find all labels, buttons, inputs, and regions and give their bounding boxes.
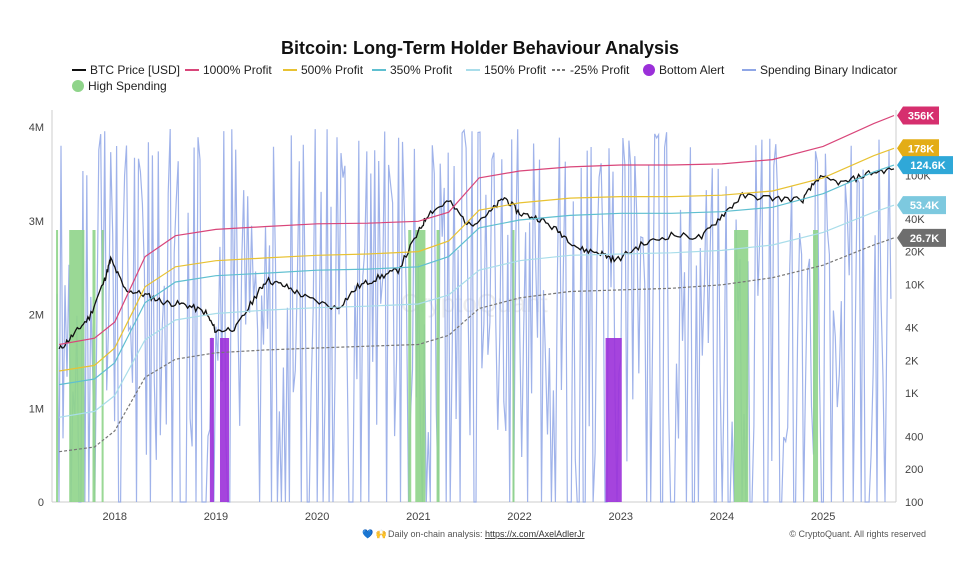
legend-item[interactable]: BTC Price [USD]	[72, 63, 180, 77]
badge-label: 356K	[908, 111, 934, 123]
legend-label: -25% Profit	[570, 63, 630, 77]
bottom-alert-bars	[209, 338, 622, 502]
y-right-tick-label: 4K	[905, 323, 919, 335]
bottom-alert-bar	[209, 338, 214, 502]
legend-item[interactable]: Spending Binary Indicator	[742, 63, 897, 77]
badge-shape	[897, 139, 939, 158]
y-right-tick-label: 10K	[905, 279, 925, 291]
x-tick-label: 2024	[710, 511, 734, 523]
badge-shape	[897, 228, 946, 247]
chart-lines	[58, 114, 895, 453]
x-tick-label: 2019	[204, 511, 228, 523]
legend-label: 1000% Profit	[203, 63, 272, 77]
chart-legend: BTC Price [USD] 1000% Profit 500% Profit 35…	[72, 63, 897, 93]
footer-link[interactable]: https://x.com/AxelAdlerJr	[485, 529, 585, 539]
footer-label: Daily on-chain analysis:	[388, 529, 485, 539]
badge-label: 124.6K	[910, 160, 946, 172]
chart-axes: 2018 2019 2020 2021 2022 2023 2024 2025 0 1M 2M 3M 4…	[29, 122, 932, 523]
footer-copyright: © CryptoQuant. All rights reserved	[789, 529, 926, 539]
y-right-tick-label: 1K	[905, 388, 919, 400]
high-spending-bar	[69, 230, 85, 502]
legend-item[interactable]: 150% Profit	[466, 63, 547, 77]
badge-label: 26.7K	[910, 233, 939, 245]
high-spending-bar	[813, 230, 819, 502]
chart-footer: 💙 🙌 Daily on-chain analysis: https://x.c…	[362, 529, 926, 539]
legend-item[interactable]: 1000% Profit	[185, 63, 272, 77]
y-left-tick-label: 2M	[29, 310, 44, 322]
y-right-tick-label: 100	[905, 497, 923, 509]
spending-binary-indicator-line	[56, 128, 892, 503]
badge-shape	[897, 106, 939, 125]
legend-label: Bottom Alert	[659, 63, 725, 77]
badge-shape	[897, 156, 953, 175]
value-badge: 26.7K	[897, 228, 946, 247]
value-badge: 356K	[897, 106, 939, 125]
y-left-tick-label: 0	[38, 497, 44, 509]
high-spending-bar	[56, 230, 59, 502]
legend-item[interactable]: -25% Profit	[552, 63, 630, 77]
legend-swatch	[643, 64, 655, 76]
legend-label: 350% Profit	[390, 63, 453, 77]
chart-title: Bitcoin: Long-Term Holder Behaviour Anal…	[281, 38, 679, 58]
y-right-tick-label: 200	[905, 464, 923, 476]
high-spending-bar	[512, 230, 515, 502]
legend-label: High Spending	[88, 79, 167, 93]
high-spending-bar	[408, 230, 412, 502]
y-right-tick-label: 20K	[905, 247, 925, 259]
high-spending-bar	[436, 230, 440, 502]
high-spending-bar	[101, 230, 104, 502]
legend-label: Spending Binary Indicator	[760, 63, 897, 77]
value-badge: 178K	[897, 139, 939, 158]
high-spending-bar	[415, 230, 426, 502]
series-line-1000-profit	[58, 114, 895, 346]
badge-shape	[897, 196, 946, 215]
high-spending-bar	[734, 230, 749, 502]
value-badges: 356K 178K 124.6K 53.4K 26.7K	[897, 106, 953, 247]
legend-item[interactable]: 350% Profit	[372, 63, 453, 77]
legend-item[interactable]: Bottom Alert	[643, 63, 725, 77]
value-badge: 53.4K	[897, 196, 946, 215]
y-right-tick-label: 40K	[905, 214, 925, 226]
y-right-tick-label: 2K	[905, 355, 919, 367]
x-tick-label: 2020	[305, 511, 329, 523]
x-tick-label: 2018	[103, 511, 127, 523]
series-line-btc-price-usd	[58, 167, 895, 350]
x-tick-label: 2021	[406, 511, 430, 523]
x-tick-label: 2022	[507, 511, 531, 523]
footer-left-text: Daily on-chain analysis: https://x.com/A…	[388, 529, 585, 539]
heart-hands-icon: 💙 🙌	[362, 529, 387, 539]
series-line-500-profit	[59, 147, 895, 372]
badge-label: 53.4K	[910, 200, 939, 212]
series-line-350-profit	[59, 164, 895, 386]
series-line-150-profit	[59, 204, 895, 418]
x-tick-label: 2025	[811, 511, 835, 523]
legend-item[interactable]: High Spending	[72, 79, 167, 93]
value-badge: 124.6K	[897, 156, 953, 175]
legend-label: 500% Profit	[301, 63, 364, 77]
legend-label: 150% Profit	[484, 63, 547, 77]
y-left-tick-label: 1M	[29, 403, 44, 415]
y-left-tick-label: 4M	[29, 122, 44, 134]
legend-swatch	[72, 80, 84, 92]
y-right-tick-label: 400	[905, 431, 923, 443]
bottom-alert-bar	[219, 338, 230, 502]
legend-label: BTC Price [USD]	[90, 63, 180, 77]
badge-label: 178K	[908, 143, 934, 155]
x-tick-label: 2023	[608, 511, 632, 523]
legend-item[interactable]: 500% Profit	[283, 63, 364, 77]
spending-binary-indicator-series	[56, 128, 892, 503]
y-left-tick-label: 3M	[29, 216, 44, 228]
bottom-alert-bar	[605, 338, 622, 502]
